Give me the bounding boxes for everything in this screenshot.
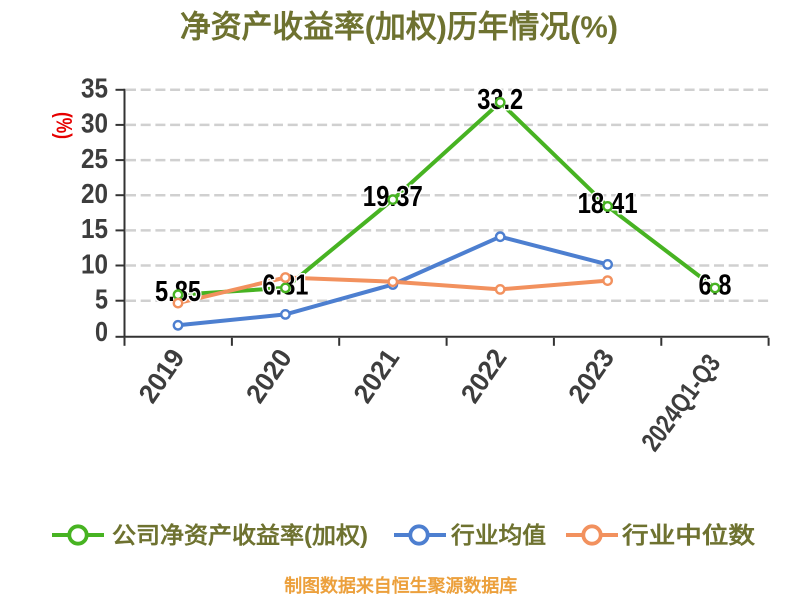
svg-text:制图数据来自恒生聚源数据库: 制图数据来自恒生聚源数据库: [284, 575, 517, 596]
svg-text:(%): (%): [52, 112, 77, 139]
svg-text:0: 0: [95, 316, 108, 347]
svg-text:行业均值: 行业均值: [450, 522, 546, 548]
svg-text:10: 10: [81, 248, 108, 279]
svg-text:净资产收益率(加权)历年情况(%): 净资产收益率(加权)历年情况(%): [180, 10, 618, 45]
svg-text:公司净资产收益率(加权): 公司净资产收益率(加权): [112, 522, 368, 548]
svg-text:5: 5: [95, 284, 108, 315]
svg-text:30: 30: [81, 108, 108, 139]
svg-text:35: 35: [81, 73, 108, 104]
svg-text:行业中位数: 行业中位数: [621, 522, 756, 548]
svg-text:20: 20: [81, 178, 108, 209]
svg-text:33.2: 33.2: [477, 84, 523, 116]
svg-text:6.81: 6.81: [262, 269, 308, 301]
svg-text:25: 25: [81, 143, 108, 174]
svg-text:15: 15: [81, 213, 108, 244]
